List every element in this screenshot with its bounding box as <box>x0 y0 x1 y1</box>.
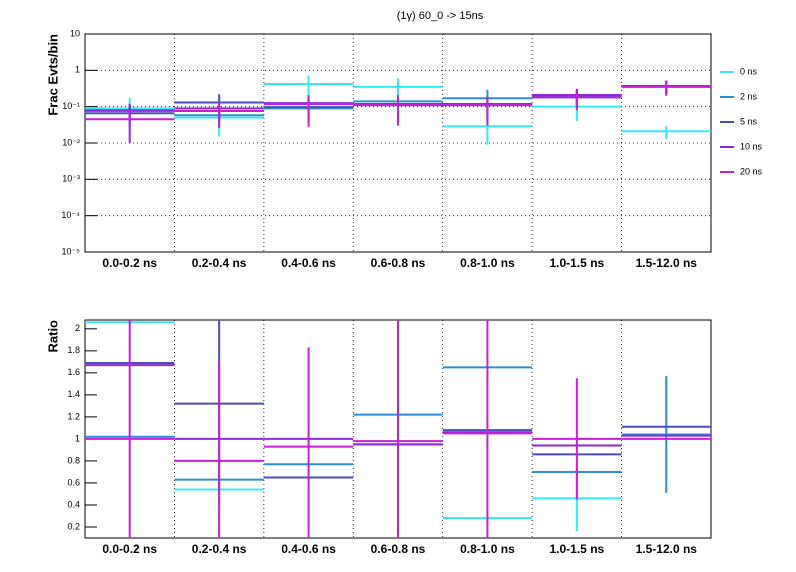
y-tick-label: 0.6 <box>67 477 80 487</box>
x-tick-label: 0.6-0.8 ns <box>371 256 426 270</box>
y-tick-label: 1.6 <box>67 367 80 377</box>
y-tick-label: 10⁻⁴ <box>61 210 80 220</box>
legend-label: 10 ns <box>740 141 763 151</box>
x-tick-label: 0.4-0.6 ns <box>281 256 336 270</box>
y-tick-label: 0.4 <box>67 499 80 509</box>
y-tick-label: 10⁻³ <box>62 174 80 184</box>
y-tick-label: 2 <box>75 323 80 333</box>
x-tick-label: 0.8-1.0 ns <box>460 542 515 556</box>
x-tick-label: 1.5-12.0 ns <box>636 256 698 270</box>
legend-label: 5 ns <box>740 116 758 126</box>
y-tick-label: 1 <box>75 65 80 75</box>
x-tick-label: 1.0-1.5 ns <box>550 542 605 556</box>
chart-title: (1γ) 60_0 -> 15ns <box>397 10 484 22</box>
y-tick-label: 0.8 <box>67 455 80 465</box>
y-tick-label: 1 <box>75 433 80 443</box>
y-axis-label: Frac Evts/bin <box>45 34 60 116</box>
legend-label: 0 ns <box>740 66 758 76</box>
y-tick-label: 1.4 <box>67 389 80 399</box>
y-tick-label: 1.2 <box>67 411 80 421</box>
x-tick-label: 0.0-0.2 ns <box>102 542 157 556</box>
y-tick-label: 0.2 <box>67 521 80 531</box>
y-tick-label: 10⁻² <box>62 137 80 147</box>
x-tick-label: 0.8-1.0 ns <box>460 256 515 270</box>
x-tick-label: 1.0-1.5 ns <box>550 256 605 270</box>
y-axis-label: Ratio <box>45 320 60 353</box>
x-tick-label: 0.0-0.2 ns <box>102 256 157 270</box>
plot-frame <box>84 33 712 253</box>
x-tick-label: 0.4-0.6 ns <box>281 542 336 556</box>
x-tick-label: 0.6-0.8 ns <box>371 542 426 556</box>
x-tick-label: 0.2-0.4 ns <box>192 256 247 270</box>
x-tick-label: 0.2-0.4 ns <box>192 542 247 556</box>
y-tick-label: 1.8 <box>67 345 80 355</box>
y-tick-label: 10⁻¹ <box>62 101 80 111</box>
legend-label: 20 ns <box>740 166 763 176</box>
y-tick-label: 10 <box>70 28 80 38</box>
y-tick-label: 10⁻⁵ <box>62 246 81 256</box>
x-tick-label: 1.5-12.0 ns <box>636 542 698 556</box>
legend-label: 2 ns <box>740 91 758 101</box>
